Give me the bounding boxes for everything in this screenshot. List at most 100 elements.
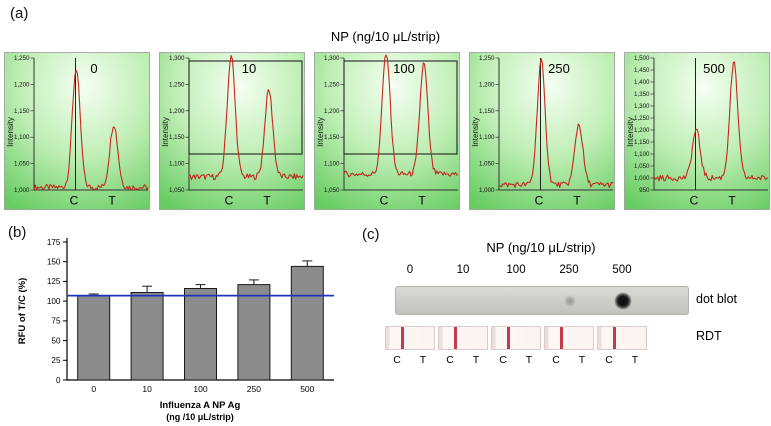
- rdt-strip-0: [385, 326, 435, 350]
- intensity-trace: [653, 61, 768, 182]
- rdt-c-label: C: [393, 354, 401, 366]
- svg-text:250: 250: [247, 384, 261, 394]
- svg-text:1,050: 1,050: [634, 163, 650, 170]
- dot-blot-spot-500: [614, 292, 632, 309]
- bar-500: [290, 265, 324, 381]
- intensity-scan-250: Intensity 1,250 1,200 1,150 1,100 1,050 1,000…: [469, 52, 615, 210]
- scan-background: [624, 52, 770, 210]
- scan-c-label: C: [380, 194, 389, 208]
- scan-t-label: T: [418, 194, 426, 208]
- svg-text:1,100: 1,100: [169, 161, 185, 168]
- rdt-t-label: T: [472, 354, 480, 366]
- svg-text:0: 0: [91, 384, 96, 394]
- svg-text:1,000: 1,000: [14, 187, 30, 194]
- scan-roi-box: [188, 60, 303, 155]
- scan-t-label: T: [263, 194, 271, 208]
- intensity-scan-10: Intensity 1,300 1,250 1,200 1,150 1,100 1,050…: [159, 52, 305, 210]
- scan-y-axis-label: Intensity: [161, 117, 170, 147]
- intensity-scan-row: Intensity 1,250 1,200 1,150 1,100 1,050 1,000…: [4, 52, 770, 212]
- rdt-strip-100: [491, 326, 541, 350]
- scan-t-label: T: [108, 194, 116, 208]
- panel-c-label: (c): [362, 226, 380, 243]
- intensity-scan-plot: Intensity 1,250 1,200 1,150 1,100 1,050 1,000…: [4, 52, 150, 210]
- svg-text:1,100: 1,100: [479, 134, 495, 141]
- rdt-c-band: [454, 327, 458, 349]
- rdt-t-label: T: [578, 354, 586, 366]
- svg-text:1,300: 1,300: [169, 55, 185, 62]
- rdt-c-band: [613, 327, 617, 349]
- intensity-trace: [343, 54, 459, 178]
- svg-text:1,000: 1,000: [634, 175, 650, 182]
- svg-text:1,250: 1,250: [479, 55, 495, 62]
- scan-concentration-label: 250: [548, 61, 570, 76]
- dot-blot-membrane: [395, 286, 689, 315]
- svg-text:1,150: 1,150: [479, 108, 495, 115]
- svg-text:1,100: 1,100: [634, 151, 650, 158]
- intensity-trace: [498, 58, 614, 189]
- bar-0: [77, 295, 111, 381]
- panel-a-label: (a): [10, 5, 29, 22]
- intensity-trace: [188, 55, 304, 181]
- panel-b-label: (b): [8, 224, 27, 241]
- scan-concentration-label: 500: [703, 61, 725, 76]
- svg-text:1,450: 1,450: [634, 67, 650, 74]
- dot-blot-spot-250: [564, 294, 576, 307]
- svg-text:1,050: 1,050: [169, 187, 185, 194]
- rdt-c-label: C: [552, 354, 560, 366]
- bar-10: [130, 292, 164, 381]
- rdt-label: RDT: [696, 329, 722, 343]
- svg-text:950: 950: [639, 187, 650, 194]
- scan-y-axis-label: Intensity: [6, 117, 15, 147]
- scan-concentration-label: 10: [242, 61, 256, 76]
- svg-text:150: 150: [47, 258, 61, 267]
- panel-b: 0 25 50 75 100 125 150 175 0 10 100 250 500 RFU of T/…: [12, 230, 342, 426]
- scan-t-label: T: [728, 194, 736, 208]
- scan-concentration-label: 100: [393, 61, 415, 76]
- rdt-c-band: [507, 327, 511, 349]
- intensity-trace: [33, 69, 149, 191]
- scan-t-label: T: [573, 194, 581, 208]
- rdt-t-label: T: [419, 354, 427, 366]
- scan-background: [159, 52, 305, 210]
- svg-text:1,200: 1,200: [479, 81, 495, 88]
- concentration-label-500: 500: [612, 264, 632, 276]
- concentration-label-100: 100: [506, 264, 526, 276]
- svg-text:0: 0: [56, 376, 61, 385]
- scan-background: [469, 52, 615, 210]
- bar-250: [237, 284, 271, 381]
- svg-text:1,150: 1,150: [169, 134, 185, 141]
- scan-background: [314, 52, 460, 210]
- intensity-scan-plot: Intensity 1,500 1,450 1,400 1,350 1,300 1,250…: [624, 52, 770, 210]
- rdt-c-band: [401, 327, 405, 349]
- svg-text:1,200: 1,200: [14, 81, 30, 88]
- scan-concentration-label: 0: [90, 61, 97, 76]
- svg-text:1,350: 1,350: [634, 91, 650, 98]
- svg-text:1,250: 1,250: [324, 81, 340, 88]
- intensity-scan-plot: Intensity 1,300 1,250 1,200 1,150 1,100 1,050…: [159, 52, 305, 210]
- scan-c-label: C: [535, 194, 544, 208]
- bar-x-axis-title-1: Influenza A NP Ag: [160, 400, 241, 411]
- rdt-strip-500: [597, 326, 647, 350]
- concentration-labels: 0 10 100 250 500: [360, 228, 770, 426]
- scan-roi-box: [343, 60, 458, 155]
- panel-a-title: NP (ng/10 μL/strip): [330, 29, 441, 44]
- svg-text:1,200: 1,200: [634, 127, 650, 134]
- svg-text:1,250: 1,250: [169, 81, 185, 88]
- panel-c-title: NP (ng/10 μL/strip): [486, 240, 596, 255]
- svg-text:50: 50: [51, 336, 61, 345]
- scan-c-label: C: [690, 194, 699, 208]
- svg-text:1,400: 1,400: [634, 79, 650, 86]
- scan-y-axis-label: Intensity: [316, 117, 325, 147]
- rdt-c-label: C: [499, 354, 507, 366]
- bar-100: [184, 288, 217, 381]
- dot-blot-label: dot blot: [696, 292, 738, 306]
- rfu-bar-chart: 0 25 50 75 100 125 150 175 0 10 100 250 500 RFU of T/…: [17, 238, 334, 422]
- rdt-c-label: C: [605, 354, 613, 366]
- svg-text:10: 10: [142, 384, 152, 394]
- concentration-label-0: 0: [406, 264, 414, 276]
- rdt-strip-250: [544, 326, 594, 350]
- svg-text:1,150: 1,150: [324, 134, 340, 141]
- intensity-scan-0: Intensity 1,250 1,200 1,150 1,100 1,050 1,000…: [4, 52, 150, 210]
- scan-y-axis-label: Intensity: [626, 117, 635, 147]
